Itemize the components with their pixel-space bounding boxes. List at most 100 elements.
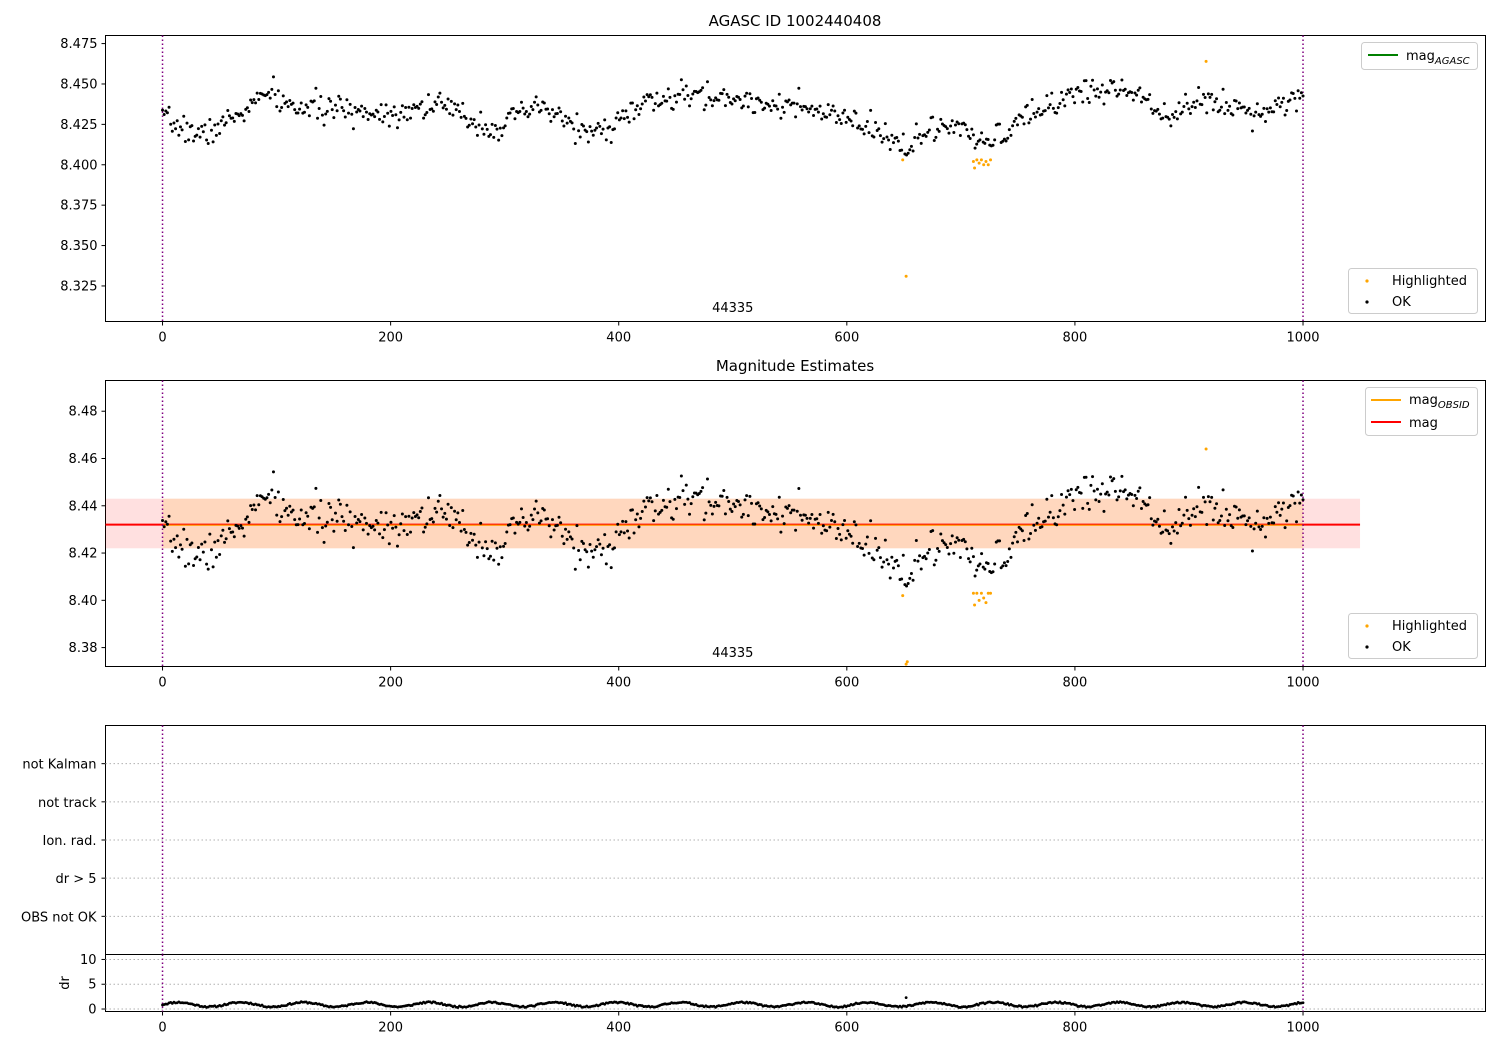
ok-point xyxy=(355,521,359,525)
ok-point xyxy=(732,502,736,506)
ok-point xyxy=(1213,100,1217,104)
ok-point xyxy=(345,503,349,507)
ok-point xyxy=(201,550,205,554)
ok-point xyxy=(860,127,864,131)
ok-point xyxy=(748,494,752,498)
ok-point xyxy=(1185,508,1189,512)
ok-point xyxy=(1095,87,1099,91)
ok-point xyxy=(1063,104,1067,108)
ok-point xyxy=(363,516,367,520)
ok-point xyxy=(382,114,386,118)
ok-point xyxy=(1283,526,1287,530)
ok-point xyxy=(1262,516,1266,520)
ok-point xyxy=(1115,94,1119,98)
ok-point xyxy=(443,511,447,515)
ok-point xyxy=(1004,564,1008,568)
ok-point xyxy=(617,533,621,537)
ok-point xyxy=(1203,95,1207,99)
ok-point xyxy=(1020,529,1024,533)
ok-point xyxy=(342,519,346,523)
ok-point xyxy=(436,95,440,99)
ok-point xyxy=(462,114,466,118)
ok-point xyxy=(338,97,342,101)
ok-point xyxy=(1211,518,1215,522)
ok-point xyxy=(1149,107,1153,111)
ok-point xyxy=(1228,104,1232,108)
ok-point xyxy=(1001,564,1005,568)
ok-point xyxy=(776,517,780,521)
ok-point xyxy=(405,532,409,536)
ok-point xyxy=(818,513,822,517)
ok-point xyxy=(513,531,517,535)
ok-point xyxy=(521,106,525,110)
ok-point xyxy=(862,553,866,557)
ok-point xyxy=(1001,139,1005,143)
ok-point xyxy=(433,100,437,104)
ok-point xyxy=(219,119,223,123)
ok-point xyxy=(1182,513,1186,517)
ok-point xyxy=(539,108,543,112)
highlighted-point xyxy=(973,603,977,607)
ok-point xyxy=(399,522,403,526)
ok-point xyxy=(431,109,435,113)
ok-point xyxy=(1048,103,1052,107)
ok-point xyxy=(247,109,251,113)
flag-category-label: not Kalman xyxy=(22,758,96,773)
ok-point xyxy=(219,534,223,538)
ok-point xyxy=(1157,524,1161,528)
ok-point xyxy=(874,120,878,124)
ok-point xyxy=(213,540,217,544)
ok-point xyxy=(926,551,930,555)
ok-point xyxy=(182,114,186,118)
ok-point xyxy=(1033,528,1037,532)
ok-point xyxy=(952,131,956,135)
ok-point xyxy=(275,105,279,109)
ok-point xyxy=(807,521,811,525)
ok-point xyxy=(394,525,398,529)
ok-point xyxy=(586,140,590,144)
ok-point xyxy=(1040,525,1044,529)
ok-point xyxy=(839,121,843,125)
ok-point xyxy=(276,490,280,494)
ok-point xyxy=(1172,529,1176,533)
ok-point xyxy=(562,124,566,128)
ok-point xyxy=(1048,510,1052,514)
ok-point xyxy=(461,101,465,105)
ok-point xyxy=(1100,83,1104,87)
ok-point xyxy=(991,143,995,147)
ok-point xyxy=(379,103,383,107)
ok-point xyxy=(1110,479,1114,483)
highlighted-point xyxy=(905,660,909,664)
ok-point xyxy=(800,518,804,522)
ok-point xyxy=(598,542,602,546)
ok-point xyxy=(1035,110,1039,114)
ok-point xyxy=(425,522,429,526)
ok-point xyxy=(484,123,488,127)
ok-point xyxy=(1030,503,1034,507)
panel-agasc-x-axis: 0 200 400 600 800 1000 xyxy=(158,321,1320,346)
ok-point xyxy=(364,521,368,525)
ok-point xyxy=(242,534,246,538)
ok-point xyxy=(196,546,200,549)
ok-point xyxy=(1252,527,1256,531)
panel-mag-estimates-x-axis: 0 200 400 600 800 1000 xyxy=(158,666,1320,691)
ok-point xyxy=(916,559,920,563)
ok-point xyxy=(599,553,603,557)
ok-point xyxy=(720,92,724,96)
ok-point xyxy=(588,125,592,129)
ok-point xyxy=(727,95,731,99)
ok-point xyxy=(769,108,773,112)
ok-point xyxy=(480,546,484,550)
ok-point xyxy=(371,524,375,528)
ok-point xyxy=(312,99,316,103)
ok-point xyxy=(534,95,538,99)
panel-mag-estimates-y-axis: 8.38 8.40 8.42 8.44 8.46 8.48 xyxy=(69,405,106,656)
x-tick-label: 1000 xyxy=(1286,1021,1319,1036)
ok-point xyxy=(400,512,404,516)
ok-point xyxy=(348,102,352,106)
ok-point xyxy=(1301,498,1305,502)
highlighted-point xyxy=(986,163,990,167)
ok-point xyxy=(1299,91,1303,95)
ok-point xyxy=(1130,493,1134,497)
ok-point xyxy=(533,507,537,511)
